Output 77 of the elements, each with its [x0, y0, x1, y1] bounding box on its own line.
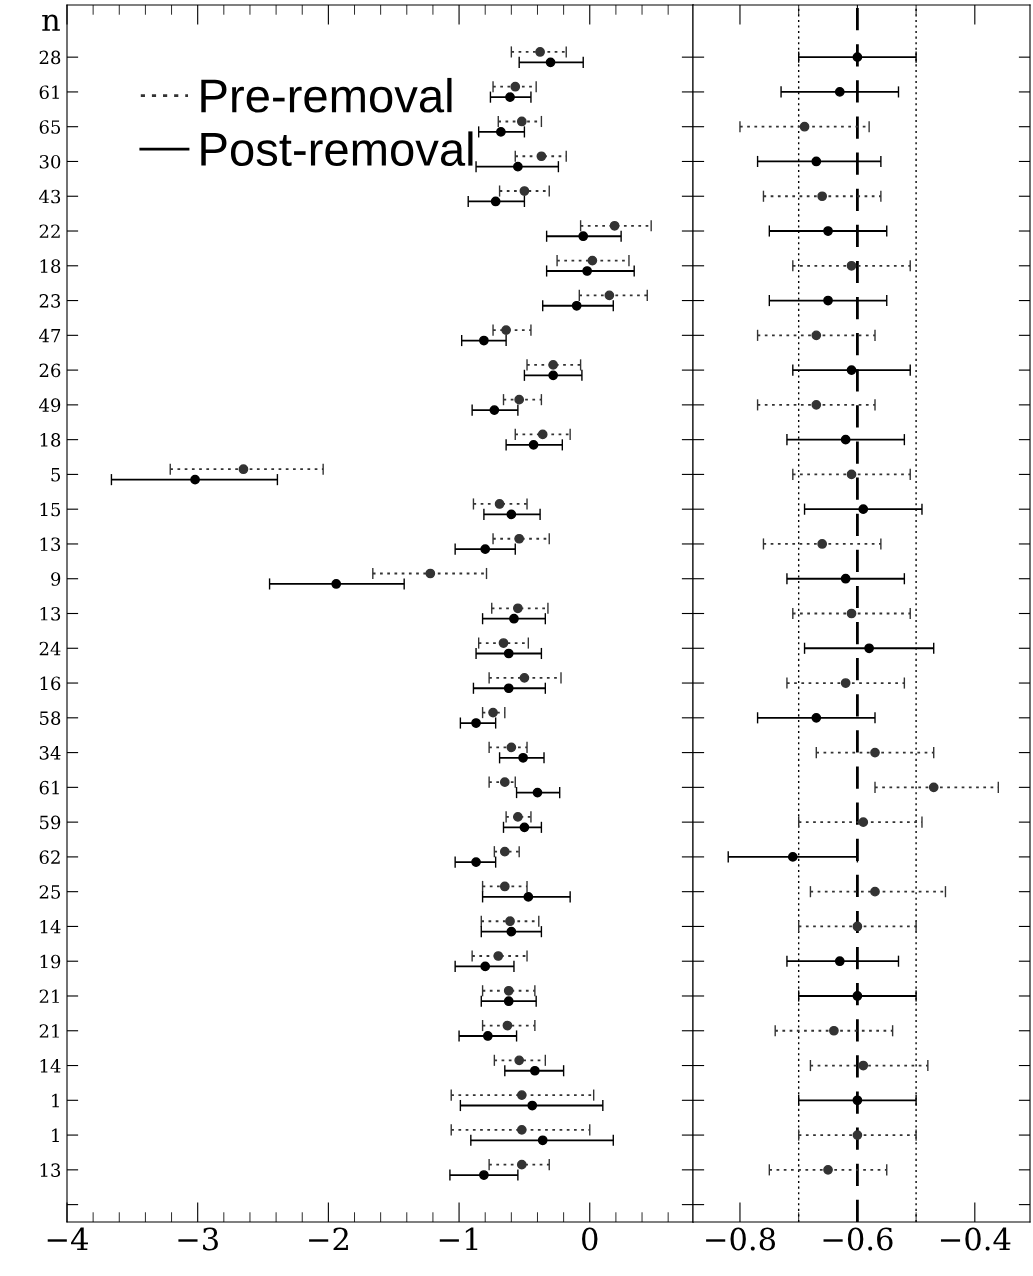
point: [787, 852, 798, 862]
x-tick-label: −2: [309, 1227, 348, 1251]
y-tick-label: 9: [51, 572, 61, 586]
y-tick-label: 21: [39, 989, 59, 1003]
point: [823, 1164, 833, 1175]
y-tick-label: 23: [39, 294, 61, 308]
y-tick-label: 14: [40, 919, 61, 934]
point: [864, 643, 874, 654]
y-axis-title: n: [42, 14, 60, 31]
point: [846, 469, 857, 480]
point: [852, 52, 863, 63]
y-tick-label: 59: [40, 815, 61, 830]
x-tick-label: −0.4: [940, 1227, 1011, 1251]
y-tick-label: 24: [39, 641, 61, 656]
point: [829, 1025, 839, 1036]
point: [852, 921, 863, 932]
point: [811, 330, 822, 341]
point: [846, 365, 857, 375]
y-tick-label: 13: [40, 1163, 61, 1177]
y-tick-label: 13: [40, 606, 61, 621]
point: [852, 1130, 863, 1140]
point: [852, 1095, 863, 1106]
y-tick-label: 62: [39, 850, 60, 865]
point: [858, 1060, 869, 1071]
x-tick-label: −3: [178, 1227, 218, 1251]
y-tick-label: 5: [51, 468, 61, 482]
y-tick-label: 1: [52, 1128, 59, 1142]
x-tick-label: −4: [47, 1227, 88, 1251]
y-tick-label: 1: [52, 1093, 59, 1108]
point: [846, 608, 857, 619]
y-tick-label: 28: [39, 50, 61, 65]
y-tick-label: 47: [39, 328, 61, 343]
point: [840, 678, 851, 688]
y-tick-label: 61: [39, 85, 59, 100]
y-tick-label: 30: [39, 154, 61, 169]
point: [823, 226, 833, 236]
point: [811, 712, 822, 723]
point: [817, 539, 828, 549]
point: [823, 295, 833, 306]
y-tick-label: 49: [39, 398, 61, 412]
x-tick-label: −0.6: [823, 1227, 893, 1251]
y-tick-label: 13: [40, 537, 61, 552]
y-tick-label: 34: [39, 746, 61, 760]
point: [811, 400, 822, 410]
point: [870, 886, 880, 897]
y-tick-label: 22: [39, 224, 60, 238]
y-tick-label: 21: [39, 1024, 59, 1038]
y-tick-label: 19: [40, 954, 61, 969]
legend-label: Post-removal: [201, 131, 473, 167]
y-tick-label: 58: [40, 711, 61, 725]
legend-label: Pre-removal: [201, 77, 452, 113]
point: [811, 156, 822, 167]
x-tick-label: −1: [439, 1227, 478, 1251]
y-tick-label: 43: [39, 189, 61, 204]
y-tick-label: 65: [39, 120, 61, 134]
y-tick-label: 16: [40, 676, 61, 691]
point: [852, 991, 863, 1001]
x-tick-label: −0.8: [706, 1227, 776, 1251]
point: [799, 121, 810, 132]
point: [817, 191, 828, 202]
point: [840, 434, 851, 445]
y-tick-label: 18: [40, 433, 61, 447]
point: [928, 782, 939, 793]
point: [834, 956, 845, 967]
y-tick-label: 61: [39, 780, 59, 795]
y-tick-label: 25: [39, 885, 61, 899]
point: [870, 747, 880, 758]
point: [840, 573, 851, 584]
point: [858, 504, 869, 515]
y-tick-label: 18: [40, 259, 61, 273]
point: [858, 817, 869, 827]
y-tick-label: 26: [39, 363, 61, 378]
point: [834, 87, 845, 97]
point: [846, 260, 857, 271]
y-tick-label: 14: [40, 1058, 61, 1073]
y-tick-label: 15: [40, 502, 61, 517]
x-tick-label: 0: [582, 1227, 598, 1251]
